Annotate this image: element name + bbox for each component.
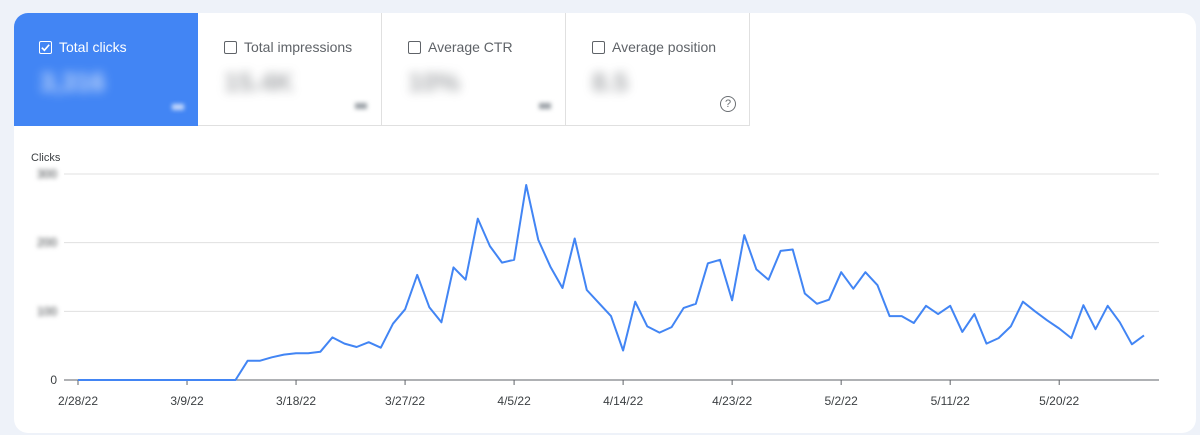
trend-icon — [355, 103, 367, 109]
x-tick-label: 4/5/22 — [497, 394, 531, 408]
x-tick-label: 5/11/22 — [931, 394, 970, 408]
chart-svg: Clicks 0 100 200 300 2/28/22 3/9/22 3/18/22 3/27… — [31, 152, 1159, 408]
checkbox-unchecked-icon[interactable] — [224, 40, 237, 54]
metric-value: 15.4K — [224, 67, 294, 97]
x-tick-label: 2/28/22 — [58, 394, 98, 408]
metric-header: Average CTR — [408, 39, 513, 55]
y-tick-label: 0 — [50, 373, 57, 387]
clicks-chart: Clicks 0 100 200 300 2/28/22 3/9/22 3/18/22 3/27… — [14, 133, 1196, 433]
metric-average-ctr[interactable]: Average CTR 10% — [382, 13, 566, 126]
metric-label: Total impressions — [244, 39, 353, 55]
metric-header: Total clicks — [39, 39, 127, 55]
x-tick-label: 3/9/22 — [170, 394, 204, 408]
help-circle-icon[interactable]: ? — [720, 96, 736, 112]
checkbox-checked-icon[interactable] — [39, 40, 52, 54]
metric-value: 10% — [408, 67, 461, 97]
x-tick-label: 4/23/22 — [712, 394, 752, 408]
y-axis-label: Clicks — [31, 152, 61, 164]
trend-icon — [539, 103, 551, 109]
metric-average-position[interactable]: Average position 8.5 — [566, 13, 750, 126]
checkbox-unchecked-icon[interactable] — [592, 40, 605, 54]
x-tick-label: 4/14/22 — [603, 394, 643, 408]
performance-card: Total clicks 3,316 Total impressions 15.… — [14, 13, 1196, 433]
metric-label: Average CTR — [428, 39, 513, 55]
clicks-series-line — [78, 184, 1145, 381]
checkbox-unchecked-icon[interactable] — [408, 40, 421, 54]
metric-total-impressions[interactable]: Total impressions 15.4K — [198, 13, 382, 126]
metric-value: 8.5 — [592, 67, 629, 97]
y-tick-label: 300 — [37, 167, 57, 181]
y-tick-label: 100 — [37, 304, 57, 318]
x-tick-label: 5/20/22 — [1039, 394, 1079, 408]
metric-header: Average position — [592, 39, 716, 55]
trend-icon — [172, 104, 184, 110]
metric-header: Total impressions — [224, 39, 352, 55]
metric-total-clicks[interactable]: Total clicks 3,316 — [14, 13, 198, 126]
x-tick-label: 5/2/22 — [824, 394, 858, 408]
metric-value: 3,316 — [40, 67, 106, 97]
metric-label: Average position — [612, 39, 717, 55]
metric-tabs: Total clicks 3,316 Total impressions 15.… — [14, 13, 750, 126]
x-tick-label: 3/18/22 — [276, 394, 316, 408]
y-tick-label: 200 — [37, 236, 57, 250]
metric-label: Total clicks — [59, 39, 127, 55]
x-tick-label: 3/27/22 — [385, 394, 425, 408]
